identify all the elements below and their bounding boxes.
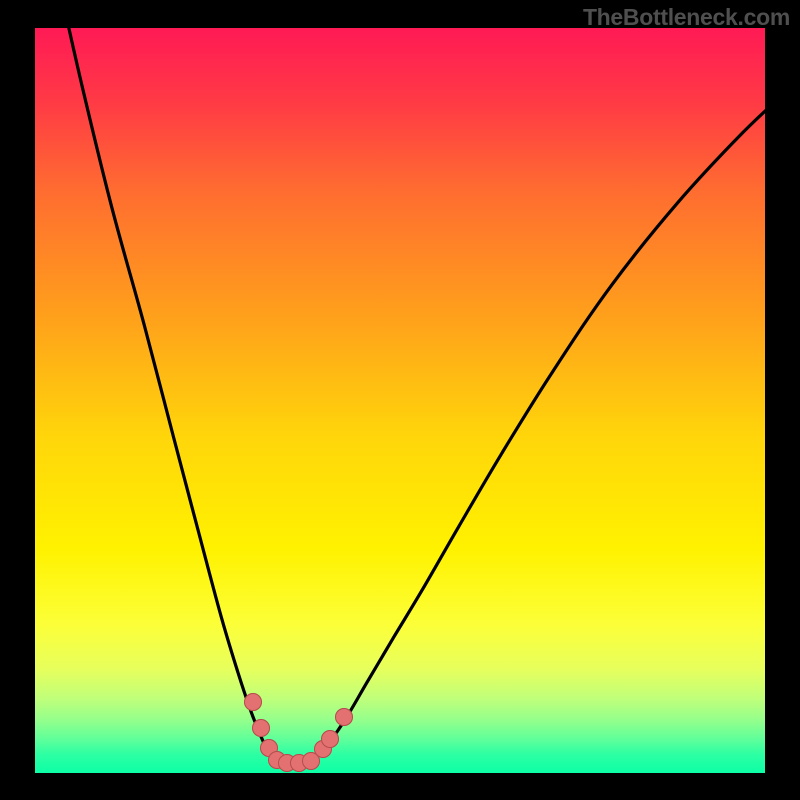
figure-container: TheBottleneck.com bbox=[0, 0, 800, 800]
data-point-marker bbox=[321, 730, 339, 748]
data-point-marker bbox=[335, 708, 353, 726]
plot-area bbox=[35, 28, 765, 773]
data-point-marker bbox=[252, 719, 270, 737]
data-point-marker bbox=[244, 693, 262, 711]
marker-layer bbox=[35, 28, 765, 773]
watermark-label: TheBottleneck.com bbox=[583, 4, 790, 31]
